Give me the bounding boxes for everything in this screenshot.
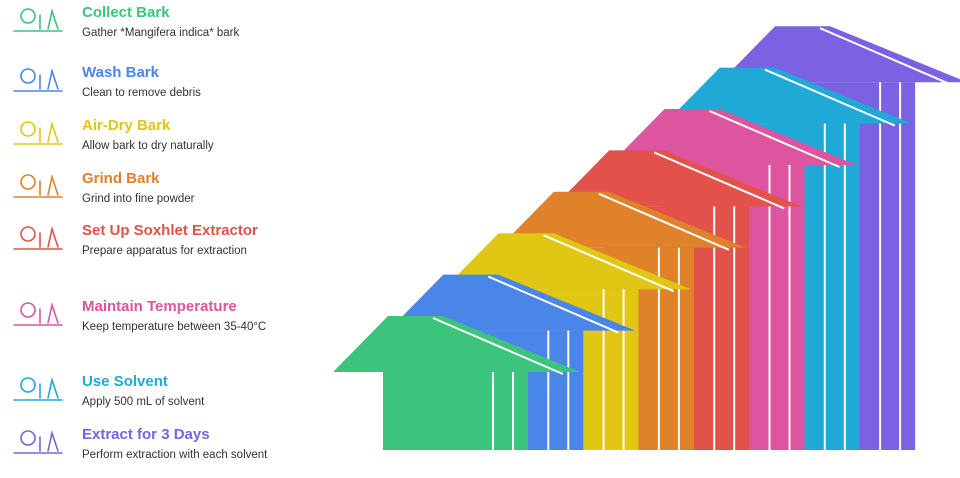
arrow-part [609,109,857,165]
step-icon [13,8,63,32]
step-description: Grind into fine powder [82,193,195,205]
step-title: Wash Bark [82,64,159,81]
arrow-part [383,372,528,450]
arrow-part [554,150,802,207]
arrow-part [653,151,785,210]
arrow-part [664,67,912,124]
icon-part [39,121,59,143]
icon-part [39,8,59,30]
arrow-part [333,316,580,372]
step-title: Air-Dry Bark [82,117,171,134]
arrow-part [598,192,730,251]
arrow-part [764,68,896,127]
step-title: Collect Bark [82,4,170,21]
arrow-part [498,191,746,248]
step-description: Gather *Mangifera indica* bark [82,27,240,39]
step-description: Clean to remove debris [82,87,201,99]
step-icon [13,377,63,401]
icon-part [39,226,59,248]
icon-part [39,68,59,90]
step-description: Apply 500 mL of solvent [82,396,205,408]
icon-part [20,174,36,190]
icon-part [39,174,59,196]
step-title: Use Solvent [82,373,168,390]
arrow-part [543,234,674,293]
step-description: Prepare apparatus for extraction [82,245,247,257]
step-description: Allow bark to dry naturally [82,140,214,152]
step-icon [13,302,63,326]
icon-part [20,302,36,318]
arrow-part [432,317,564,375]
step-icon [13,430,63,454]
icon-part [20,226,36,242]
step-title: Grind Bark [82,170,160,187]
icon-part [20,430,36,446]
step-icon [13,68,63,92]
arrow-part [819,27,951,86]
arrow-part [709,110,840,168]
icon-part [39,302,59,324]
arrow-part [720,26,960,83]
arrow-part [443,233,691,290]
icon-part [39,377,59,399]
step-icon [13,121,63,145]
step-description: Keep temperature between 35-40°C [82,321,267,333]
step-arrow [333,316,580,450]
arrow-part [388,274,636,331]
icon-part [20,68,36,84]
step-description: Perform extraction with each solvent [82,449,268,461]
arrow-part [487,275,619,334]
step-title: Extract for 3 Days [82,426,210,443]
step-title: Maintain Temperature [82,298,237,315]
step-title: Set Up Soxhlet Extractor [82,222,258,239]
icon-part [20,377,36,393]
step-icon [13,174,63,198]
icon-part [20,8,36,24]
icon-part [39,430,59,452]
step-icon [13,226,63,250]
icon-part [20,121,36,137]
